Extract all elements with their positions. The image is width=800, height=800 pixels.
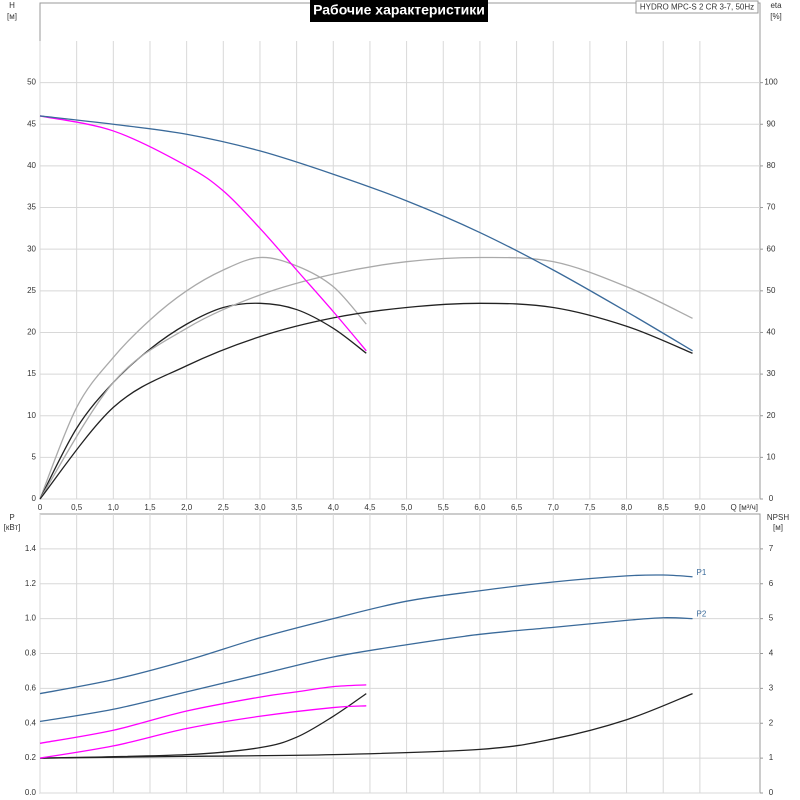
series-line (39, 705, 367, 759)
series-line (39, 115, 367, 352)
y2-tick-label: 0 (769, 788, 774, 797)
y2-tick-label: 3 (769, 683, 774, 692)
y-tick-label: 25 (27, 286, 36, 295)
y-tick-label: 0.2 (25, 753, 37, 762)
y-axis-label: P (9, 513, 14, 522)
series-line (39, 684, 367, 744)
x-tick-label: 1,5 (144, 503, 156, 512)
x-tick-label: 3,0 (254, 503, 266, 512)
y2-tick-label: 7 (769, 544, 774, 553)
y2-tick-label: 40 (767, 328, 776, 337)
y-tick-label: 35 (27, 203, 36, 212)
y2-tick-label: 20 (767, 411, 776, 420)
y2-tick-label: 6 (769, 579, 774, 588)
y-tick-label: 20 (27, 328, 36, 337)
x-axis-label: Q [м³/ч] (731, 503, 758, 512)
y-tick-label: 30 (27, 244, 36, 253)
x-tick-label: 5,5 (438, 503, 450, 512)
y-tick-label: 1.4 (25, 544, 37, 553)
series-line (39, 693, 693, 759)
x-tick-label: 0 (38, 503, 43, 512)
x-tick-label: 2,5 (218, 503, 230, 512)
y-axis-unit: [м] (7, 12, 17, 21)
x-tick-label: 5,0 (401, 503, 413, 512)
subtitle-box (635, 0, 759, 14)
chart-subtitle: HYDRO MPC-S 2 CR 3-7, 50Hz (640, 3, 754, 12)
y2-tick-label: 10 (767, 452, 776, 461)
y2-tick-label: 100 (764, 78, 778, 87)
y2-tick-label: 4 (769, 649, 774, 658)
y2-tick-label: 60 (767, 244, 776, 253)
y-tick-label: 0.0 (25, 788, 37, 797)
series-line (39, 256, 367, 500)
y2-tick-label: 1 (769, 753, 774, 762)
y-tick-label: 0.4 (25, 718, 37, 727)
y2-tick-label: 70 (767, 203, 776, 212)
y2-axis-label: NPSH (767, 513, 789, 522)
x-tick-label: 2,0 (181, 503, 193, 512)
y-tick-label: 15 (27, 369, 36, 378)
y-axis-unit: [кВт] (4, 523, 21, 532)
x-tick-label: 1,0 (108, 503, 120, 512)
y2-tick-label: 0 (769, 494, 774, 503)
x-tick-label: 3,5 (291, 503, 303, 512)
x-tick-label: 6,0 (474, 503, 486, 512)
y-tick-label: 40 (27, 161, 36, 170)
y2-tick-label: 2 (769, 718, 774, 727)
x-tick-label: 8,5 (658, 503, 670, 512)
title-box (310, 0, 488, 22)
y-tick-label: 0 (32, 494, 37, 503)
x-tick-label: 7,5 (584, 503, 596, 512)
y2-tick-label: 30 (767, 369, 776, 378)
x-tick-label: 6,5 (511, 503, 523, 512)
x-tick-label: 0,5 (71, 503, 83, 512)
y-tick-label: 50 (27, 78, 36, 87)
series-line (39, 302, 367, 500)
y-tick-label: 0.6 (25, 683, 37, 692)
y2-axis-unit: [м] (773, 523, 783, 532)
series-label: P2 (697, 610, 707, 619)
y2-axis-unit: [%] (770, 12, 782, 21)
y2-tick-label: 80 (767, 161, 776, 170)
series-line (39, 302, 693, 500)
top-frame (39, 2, 761, 500)
series-line (39, 617, 693, 723)
series-line (39, 115, 693, 352)
series-line (39, 574, 693, 695)
y-tick-label: 1.0 (25, 614, 37, 623)
series-line (39, 693, 367, 759)
y2-tick-label: 5 (769, 614, 774, 623)
y2-tick-label: 90 (767, 119, 776, 128)
y-tick-label: 0.8 (25, 649, 37, 658)
chart-title: Рабочие характеристики (313, 2, 485, 18)
y2-axis-label: eta (770, 1, 782, 10)
y-axis-label: H (9, 1, 15, 10)
y-tick-label: 10 (27, 411, 36, 420)
y-tick-label: 1.2 (25, 579, 37, 588)
x-tick-label: 9,0 (694, 503, 706, 512)
x-tick-label: 8,0 (621, 503, 633, 512)
x-tick-label: 4,5 (364, 503, 376, 512)
series-label: P1 (697, 568, 707, 577)
series-line (39, 256, 693, 500)
y-tick-label: 45 (27, 119, 36, 128)
x-tick-label: 4,0 (328, 503, 340, 512)
y2-tick-label: 50 (767, 286, 776, 295)
y-tick-label: 5 (32, 452, 37, 461)
x-tick-label: 7,0 (548, 503, 560, 512)
